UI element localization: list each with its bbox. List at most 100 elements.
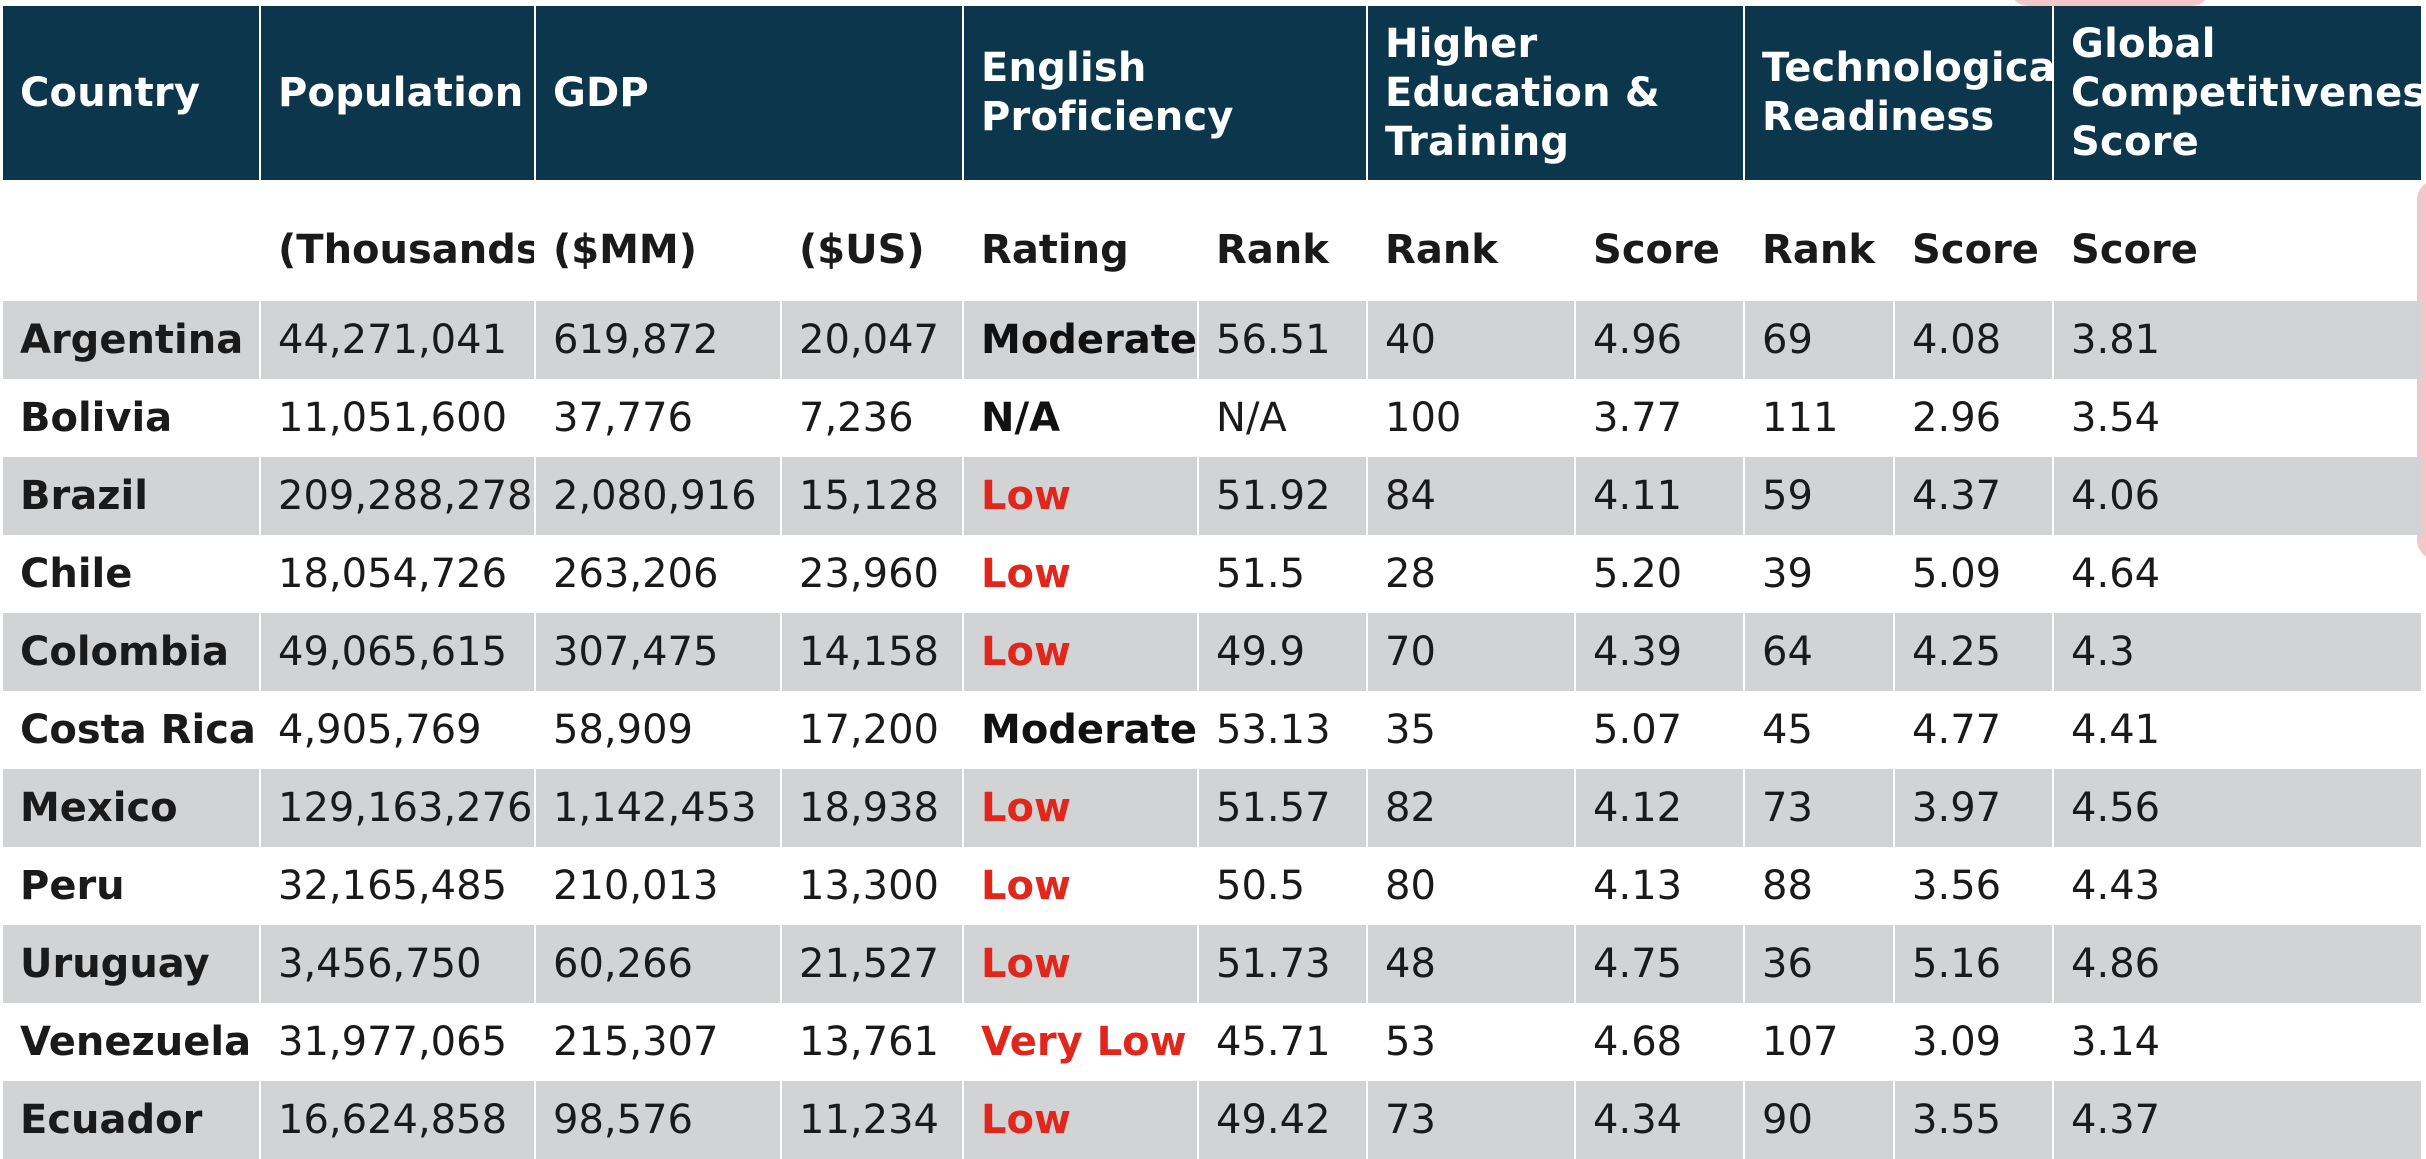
cell-higher-ed-rank: 80 xyxy=(1367,847,1577,925)
cell-tech-score: 3.09 xyxy=(1894,1003,2055,1081)
header-population: Population xyxy=(260,6,536,180)
cell-higher-ed-rank: 73 xyxy=(1367,1081,1577,1159)
cell-gdp-us: 13,761 xyxy=(781,1003,965,1081)
header-global-competitiveness: Global Competitiveness Score xyxy=(2053,6,2422,180)
cell-higher-ed-score: 4.75 xyxy=(1575,925,1746,1003)
cell-higher-ed-rank: 100 xyxy=(1367,379,1577,457)
cell-english-rank: 56.51 xyxy=(1198,301,1369,379)
cell-english-rating: Low xyxy=(963,925,1200,1003)
cell-tech-rank: 69 xyxy=(1744,301,1896,379)
subheader-higher-ed-score: Score xyxy=(1575,180,1746,301)
cell-tech-score: 4.25 xyxy=(1894,613,2055,691)
table-row: Venezuela 31,977,065 215,307 13,761 Very Low… xyxy=(3,1003,2421,1081)
cell-country: Venezuela xyxy=(3,1003,261,1081)
subheader-higher-ed-rank: Rank xyxy=(1367,180,1577,301)
header-technological-readiness: Technological Readiness xyxy=(1744,6,2055,180)
cell-gdp-us: 21,527 xyxy=(781,925,965,1003)
cell-english-rank: 51.5 xyxy=(1198,535,1369,613)
cell-country: Brazil xyxy=(3,457,261,535)
cell-tech-rank: 107 xyxy=(1744,1003,1896,1081)
cell-tech-score: 4.77 xyxy=(1894,691,2055,769)
cell-english-rating: Moderate xyxy=(963,691,1200,769)
cell-gci-score: 4.56 xyxy=(2053,769,2422,847)
subheader-english-rating: Rating xyxy=(963,180,1200,301)
cell-gci-score: 4.3 xyxy=(2053,613,2422,691)
cell-gci-score: 4.41 xyxy=(2071,707,2161,753)
cell-gdp-mm: 215,307 xyxy=(535,1003,782,1081)
cell-tech-score: 3.56 xyxy=(1894,847,2055,925)
decorative-shape-top-right xyxy=(2010,0,2210,6)
cell-higher-ed-score: 4.34 xyxy=(1575,1081,1746,1159)
cell-english-rank: 53.13 xyxy=(1198,691,1369,769)
cell-gci-score: 4.86 xyxy=(2053,925,2422,1003)
table-row: Mexico 129,163,276 1,142,453 18,938 Low 51.57… xyxy=(3,769,2422,847)
cell-gci-score: 4.43 xyxy=(2071,863,2161,909)
subheader-gci-score: Score xyxy=(2071,226,2198,273)
cell-english-rating: Low xyxy=(963,847,1200,925)
cell-higher-ed-rank: 28 xyxy=(1367,535,1577,613)
cell-english-rank: 51.92 xyxy=(1198,457,1369,535)
cell-gdp-us: 7,236 xyxy=(781,379,965,457)
cell-tech-rank: 59 xyxy=(1744,457,1896,535)
cell-tech-score: 3.55 xyxy=(1894,1081,2055,1159)
subheader-population: (Thousands) xyxy=(260,180,536,301)
cell-population: 209,288,278 xyxy=(260,457,536,535)
cell-tech-score: 4.08 xyxy=(1894,301,2055,379)
cell-english-rank: 49.9 xyxy=(1198,613,1369,691)
header-gdp: GDP xyxy=(535,6,965,180)
decorative-shape-right-edge xyxy=(2417,180,2426,560)
cell-gci-score: 4.64 xyxy=(2071,551,2161,597)
cell-gci-score: 3.81 xyxy=(2053,301,2422,379)
cell-higher-ed-rank: 53 xyxy=(1367,1003,1577,1081)
cell-country: Uruguay xyxy=(3,925,261,1003)
cell-gdp-us: 15,128 xyxy=(781,457,965,535)
cell-gci-score: 4.06 xyxy=(2053,457,2422,535)
cell-english-rating: Low xyxy=(963,769,1200,847)
cell-higher-ed-rank: 70 xyxy=(1367,613,1577,691)
cell-gdp-mm: 1,142,453 xyxy=(535,769,782,847)
cell-higher-ed-score: 3.77 xyxy=(1575,379,1746,457)
header-english-proficiency: English Proficiency xyxy=(963,6,1369,180)
cell-higher-ed-score: 4.11 xyxy=(1575,457,1746,535)
cell-higher-ed-score: 4.39 xyxy=(1575,613,1746,691)
cell-english-rating: Very Low xyxy=(963,1003,1200,1081)
cell-gdp-us: 23,960 xyxy=(781,535,965,613)
cell-population: 129,163,276 xyxy=(260,769,536,847)
cell-population: 44,271,041 xyxy=(260,301,536,379)
cell-english-rank: 51.73 xyxy=(1198,925,1369,1003)
cell-country: Argentina xyxy=(3,301,261,379)
subheader-english-rank: Rank xyxy=(1198,180,1369,301)
cell-country: Bolivia xyxy=(3,379,261,457)
cell-country: Ecuador xyxy=(3,1081,261,1159)
cell-gdp-us: 20,047 xyxy=(781,301,965,379)
subheader-row: (Thousands) ($MM) ($US) Rating Rank Rank… xyxy=(3,180,2421,301)
cell-gdp-mm: 307,475 xyxy=(535,613,782,691)
cell-gdp-mm: 60,266 xyxy=(535,925,782,1003)
cell-higher-ed-score: 5.20 xyxy=(1575,535,1746,613)
cell-population: 11,051,600 xyxy=(260,379,536,457)
subheader-empty xyxy=(3,180,261,301)
table-row: Chile 18,054,726 263,206 23,960 Low 51.5 28 5.2… xyxy=(3,535,2421,613)
cell-higher-ed-rank: 35 xyxy=(1367,691,1577,769)
cell-gdp-mm: 263,206 xyxy=(535,535,782,613)
cell-tech-score: 5.09 xyxy=(1894,535,2055,613)
cell-gdp-mm: 58,909 xyxy=(535,691,782,769)
subheader-gdp-us: ($US) xyxy=(781,180,965,301)
cell-higher-ed-score: 4.68 xyxy=(1575,1003,1746,1081)
cell-higher-ed-score: 4.96 xyxy=(1575,301,1746,379)
cell-higher-ed-rank: 40 xyxy=(1367,301,1577,379)
cell-english-rank: 50.5 xyxy=(1198,847,1369,925)
cell-tech-score: 5.16 xyxy=(1894,925,2055,1003)
cell-english-rating: Low xyxy=(963,457,1200,535)
cell-gdp-mm: 210,013 xyxy=(535,847,782,925)
subheader-tech-score: Score xyxy=(1894,180,2055,301)
cell-population: 32,165,485 xyxy=(260,847,536,925)
country-comparison-table: Country Population GDP English Proficien… xyxy=(3,6,2422,1159)
cell-population: 31,977,065 xyxy=(260,1003,536,1081)
cell-gdp-us: 11,234 xyxy=(781,1081,965,1159)
cell-tech-score: 3.97 xyxy=(1894,769,2055,847)
cell-tech-rank: 64 xyxy=(1744,613,1896,691)
table-row: Colombia 49,065,615 307,475 14,158 Low 49.9 70… xyxy=(3,613,2422,691)
cell-tech-rank: 39 xyxy=(1744,535,1896,613)
cell-gci-score: 4.37 xyxy=(2053,1081,2422,1159)
